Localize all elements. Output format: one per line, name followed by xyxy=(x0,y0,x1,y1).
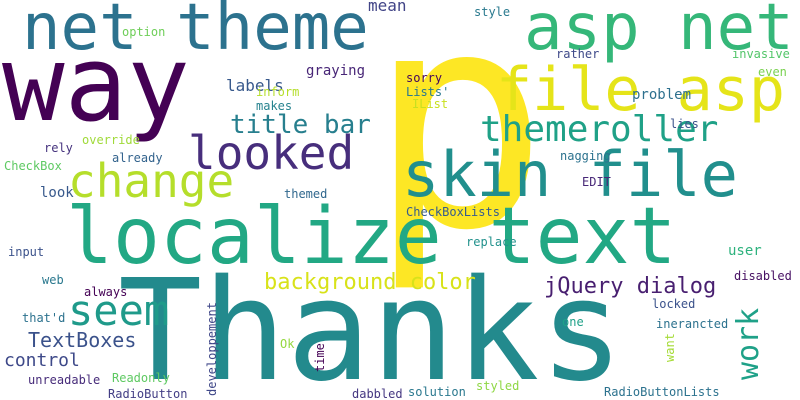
word-solution: solution xyxy=(408,385,466,399)
word-work: work xyxy=(731,307,766,380)
word-disabled: disabled xyxy=(734,269,792,283)
word-thatd: that'd xyxy=(22,311,66,325)
word-jquery-dialog: jQuery dialog xyxy=(544,274,717,299)
word-style: style xyxy=(474,5,511,19)
word-time: time xyxy=(313,343,327,372)
word-web: web xyxy=(42,273,64,287)
word-looked: looked xyxy=(188,126,355,180)
word-textboxes: TextBoxes xyxy=(28,328,137,352)
word-labels: labels xyxy=(226,76,284,95)
word-themed: themed xyxy=(284,187,328,201)
word-nagging: nagging xyxy=(560,149,611,163)
word-radiobutton: RadioButton xyxy=(108,387,188,400)
word-net-theme: net theme xyxy=(22,0,369,65)
word-readonly: Readonly xyxy=(112,371,170,385)
word-even: even xyxy=(758,65,787,79)
word-skin-file: skin file xyxy=(402,138,738,211)
word-developpement: developpement xyxy=(205,302,219,396)
word-inerancted: inerancted xyxy=(656,317,729,331)
word-mean: mean xyxy=(368,0,407,15)
word-lists: Lists' xyxy=(406,85,450,99)
word-ilist: IList xyxy=(412,97,449,111)
word-replace: replace xyxy=(466,235,517,249)
word-look: look xyxy=(40,185,74,201)
word-localize-text: localize text xyxy=(66,192,677,282)
word-checkboxlists: CheckBoxLists xyxy=(406,205,500,219)
word-seem: seem xyxy=(68,286,170,335)
word-dabbled: dabbled xyxy=(352,387,403,400)
word-user: user xyxy=(728,243,762,259)
word-one: one xyxy=(562,315,584,329)
word-always: always xyxy=(84,285,128,299)
word-lies: lies xyxy=(670,117,699,131)
word-checkbox: CheckBox xyxy=(4,159,62,173)
word-makes: makes xyxy=(256,99,293,113)
word-way: way xyxy=(2,23,190,145)
word-radiobuttonlists: RadioButtonLists xyxy=(604,385,720,399)
word-problem: problem xyxy=(632,87,692,103)
word-rather: rather xyxy=(556,47,600,61)
word-sorry: sorry xyxy=(406,71,443,85)
word-inform: inform xyxy=(256,85,300,99)
word-locked: locked xyxy=(652,297,696,311)
word-invasive: invasive xyxy=(732,47,790,61)
word-option: option xyxy=(122,25,166,39)
word-asp-net: asp net xyxy=(524,0,794,65)
word-edit: EDIT xyxy=(582,175,611,189)
word-already: already xyxy=(112,151,163,165)
word-styled: styled xyxy=(476,379,520,393)
word-themeroller: themeroller xyxy=(480,109,719,150)
word-unreadable: unreadable xyxy=(28,373,101,387)
word-change: change xyxy=(68,154,235,208)
word-p: p xyxy=(368,0,549,296)
word-thanks: Thanks xyxy=(118,250,624,400)
word-background-color: background color xyxy=(264,270,476,295)
word-graying: graying xyxy=(306,63,366,79)
word-want: want xyxy=(663,333,677,362)
word-title-bar: title bar xyxy=(230,110,371,140)
word-input: input xyxy=(8,245,45,259)
word-file-asp: file asp xyxy=(496,55,785,125)
word-control: control xyxy=(4,350,80,371)
word-override: override xyxy=(82,133,140,147)
word-rely: rely xyxy=(44,141,73,155)
word-ok: Ok xyxy=(280,337,295,351)
